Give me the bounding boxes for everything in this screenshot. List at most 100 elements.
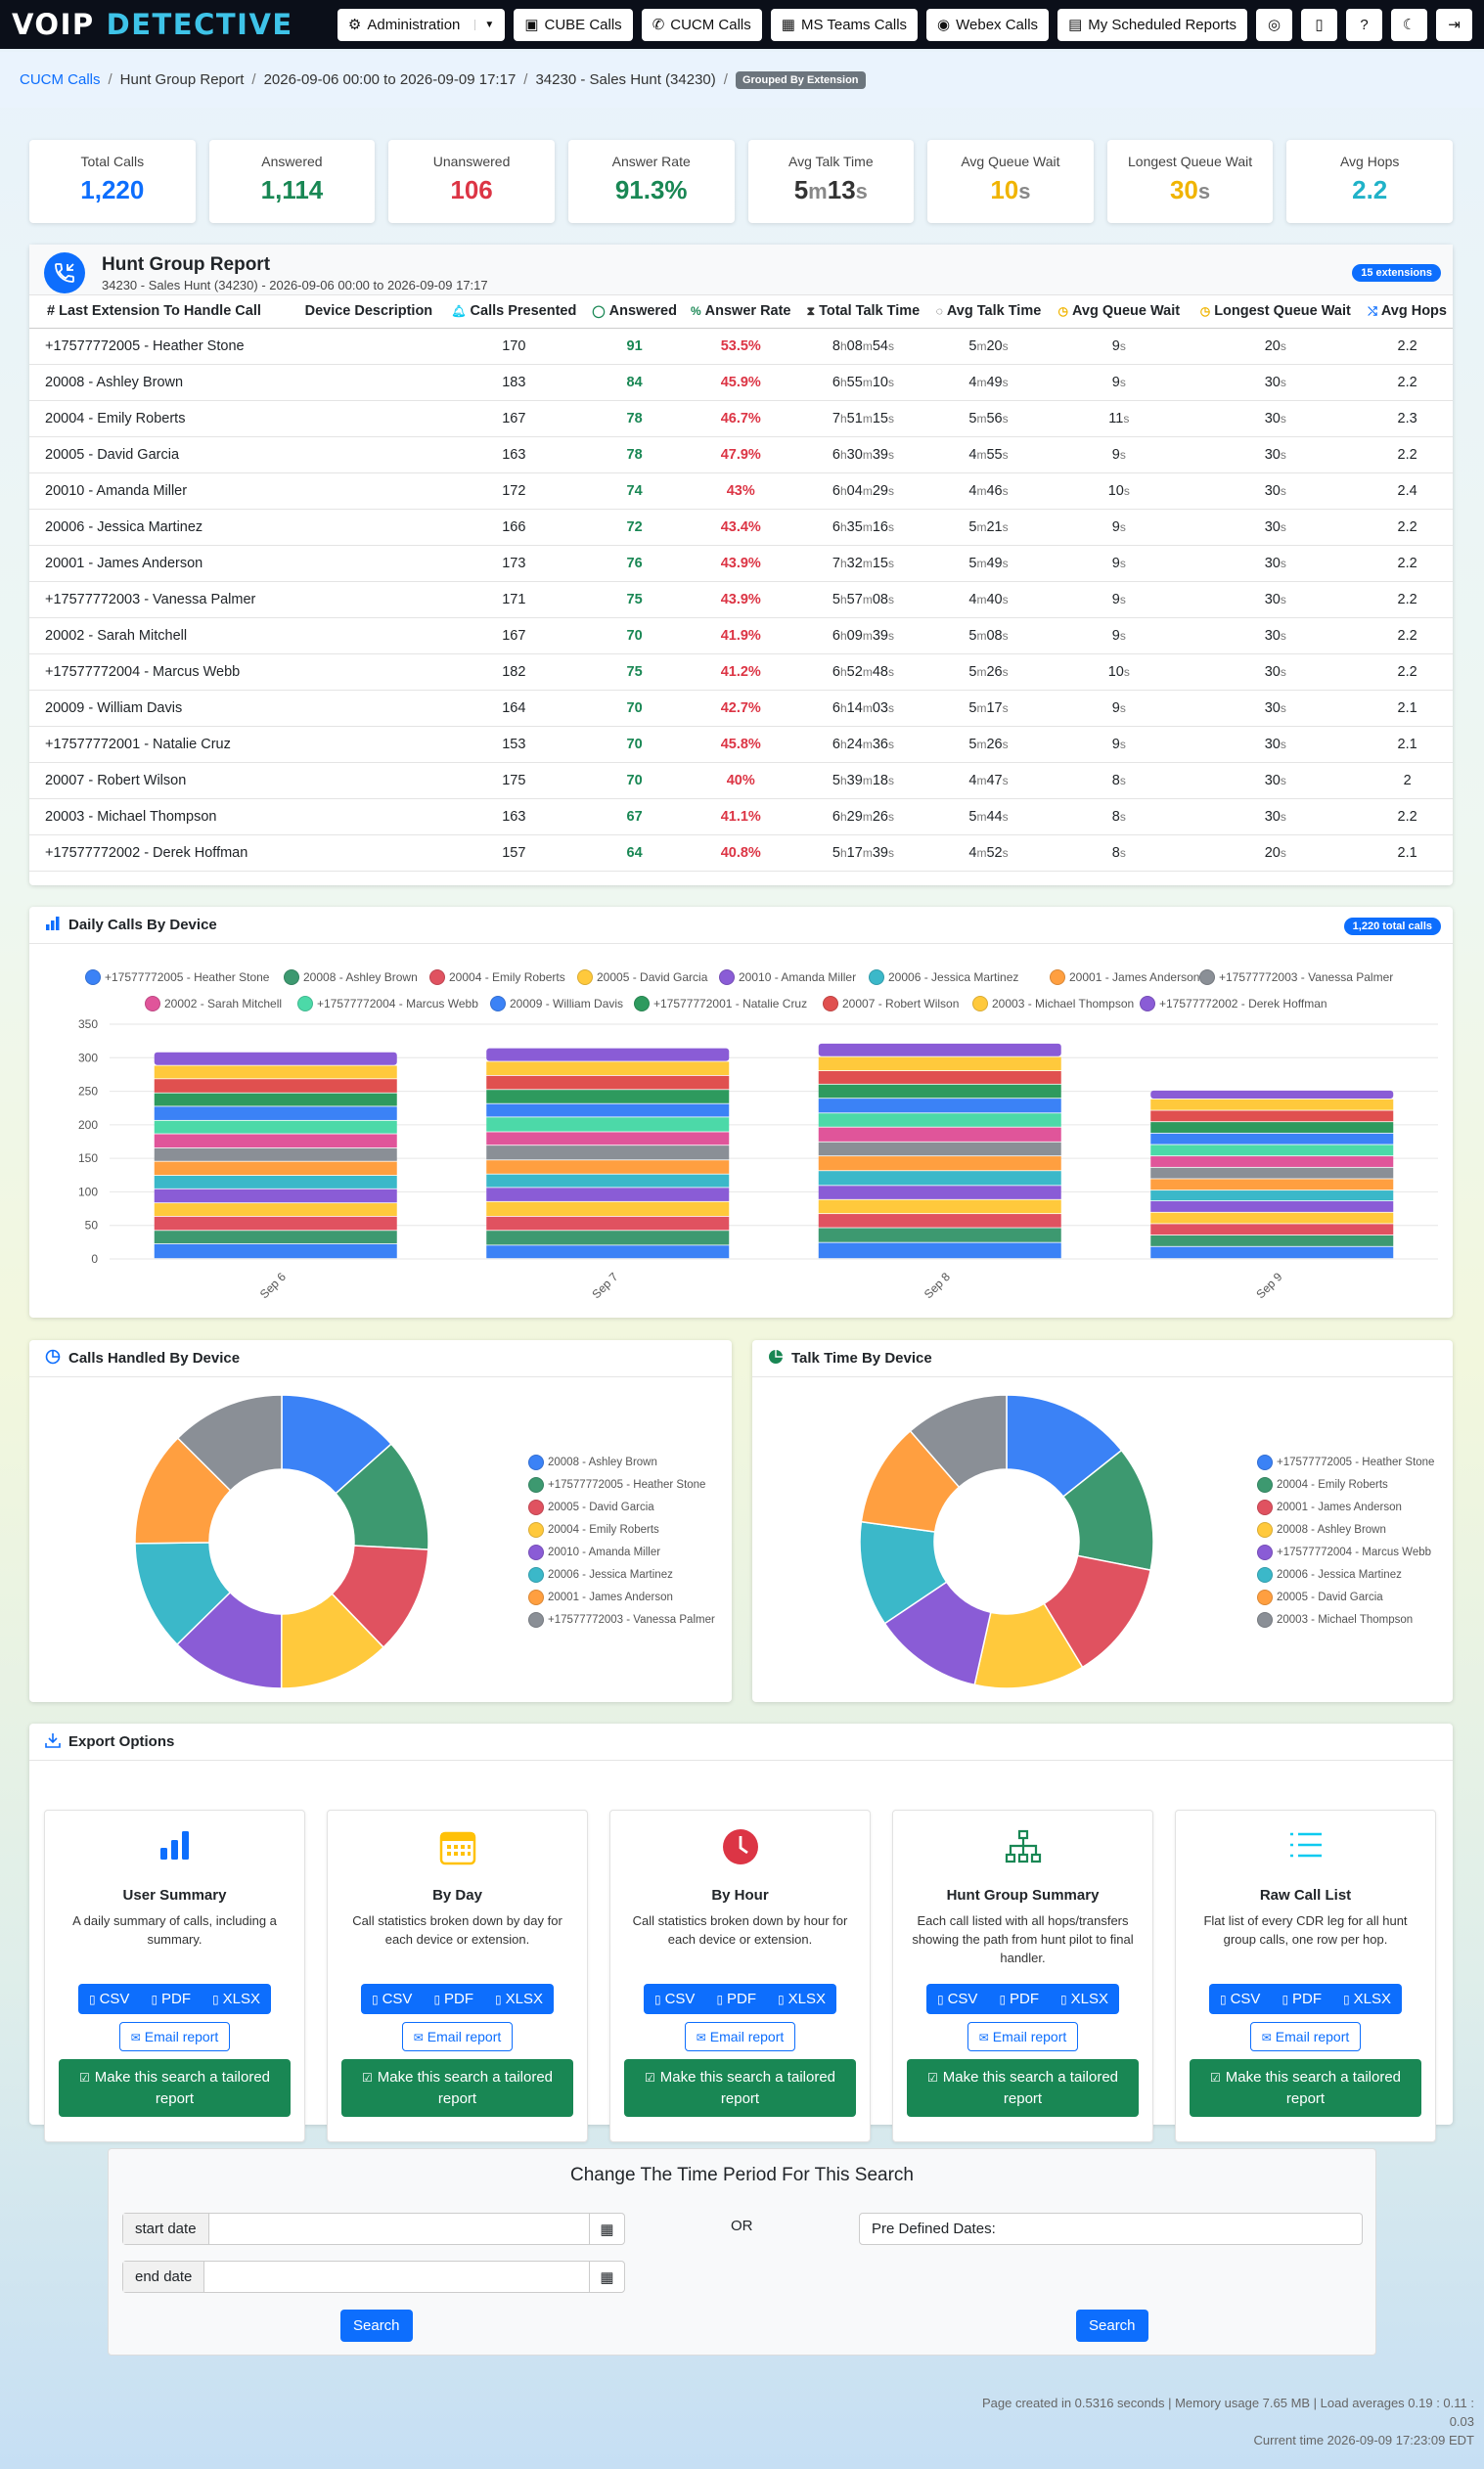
predefined-dates-select[interactable]: Pre Defined Dates: — [859, 2213, 1363, 2245]
legend-item[interactable]: 20004 - Emily Roberts — [528, 1522, 659, 1538]
bar-segment[interactable] — [1150, 1179, 1394, 1190]
calendar-icon[interactable]: ▦ — [589, 2214, 624, 2244]
bar-segment[interactable] — [1150, 1224, 1394, 1235]
bar-segment[interactable] — [154, 1120, 397, 1134]
bar-segment[interactable] — [818, 1199, 1061, 1214]
bar-segment[interactable] — [1150, 1090, 1394, 1099]
bar-segment[interactable] — [818, 1142, 1061, 1156]
bar-segment[interactable] — [486, 1132, 730, 1145]
table-row[interactable]: 20002 - Sarah Mitchell 167 70 41.9% 6h09m39s… — [29, 617, 1453, 654]
legend-item[interactable]: 20006 - Jessica Martinez — [528, 1567, 673, 1583]
table-row[interactable]: 20008 - Ashley Brown 183 84 45.9% 6h55m10s 4m… — [29, 364, 1453, 401]
table-row[interactable]: 20007 - Robert Wilson 175 70 40% 5h39m18s 4m4… — [29, 762, 1453, 799]
legend-item[interactable]: 20010 - Amanda Miller — [719, 969, 856, 985]
bar-segment[interactable] — [818, 1113, 1061, 1127]
bar-segment[interactable] — [818, 1171, 1061, 1186]
start-date-field[interactable]: start date ▦ — [122, 2213, 625, 2245]
bar-segment[interactable] — [154, 1147, 397, 1161]
bar-segment[interactable] — [1150, 1190, 1394, 1201]
xlsx-button[interactable]: ▯ XLSX — [767, 1984, 837, 2014]
bar-segment[interactable] — [154, 1189, 397, 1203]
bar-segment[interactable] — [486, 1061, 730, 1075]
legend-item[interactable]: 20001 - James Anderson — [1257, 1500, 1402, 1515]
end-date-field[interactable]: end date ▦ — [122, 2261, 625, 2293]
legend-item[interactable]: 20005 - David Garcia — [528, 1500, 654, 1515]
bar-segment[interactable] — [486, 1216, 730, 1231]
table-row[interactable]: 20006 - Jessica Martinez 166 72 43.4% 6h35m1… — [29, 509, 1453, 546]
bar-segment[interactable] — [818, 1228, 1061, 1242]
column-header[interactable]: ⤭ Avg Hops — [1362, 295, 1453, 329]
legend-item[interactable]: 20008 - Ashley Brown — [1257, 1522, 1386, 1538]
csv-button[interactable]: ▯ CSV — [77, 1984, 141, 2014]
email-report-button[interactable]: ✉ Email report — [684, 2022, 796, 2051]
bar-segment[interactable] — [818, 1242, 1061, 1259]
bar-segment[interactable] — [486, 1245, 730, 1259]
table-row[interactable]: 20004 - Emily Roberts 167 78 46.7% 7h51m15s 5… — [29, 400, 1453, 437]
legend-item[interactable]: 20009 - William Davis — [490, 996, 623, 1011]
csv-button[interactable]: ▯ CSV — [360, 1984, 424, 2014]
legend-item[interactable]: 20004 - Emily Roberts — [1257, 1477, 1388, 1493]
bar-segment[interactable] — [154, 1134, 397, 1148]
xlsx-button[interactable]: ▯ XLSX — [484, 1984, 555, 2014]
legend-item[interactable]: 20008 - Ashley Brown — [528, 1455, 657, 1470]
administration-button[interactable]: ⚙ Administration ▼ — [337, 8, 506, 41]
bar-segment[interactable] — [486, 1188, 730, 1201]
bar-segment[interactable] — [154, 1093, 397, 1106]
table-row[interactable]: +17577772004 - Marcus Webb 182 75 41.2% 6h52… — [29, 653, 1453, 691]
bar-segment[interactable] — [154, 1079, 397, 1093]
legend-item[interactable]: +17577772004 - Marcus Webb — [1257, 1545, 1431, 1560]
bar-segment[interactable] — [486, 1201, 730, 1216]
table-row[interactable]: +17577772003 - Vanessa Palmer 171 75 43.9% 5… — [29, 581, 1453, 618]
legend-item[interactable]: 20003 - Michael Thompson — [972, 996, 1134, 1011]
bar-segment[interactable] — [1150, 1156, 1394, 1167]
xlsx-button[interactable]: ▯ XLSX — [1332, 1984, 1403, 2014]
cucm-calls-button[interactable]: ✆ CUCM Calls — [641, 8, 762, 41]
bar-segment[interactable] — [818, 1214, 1061, 1228]
email-report-button[interactable]: ✉ Email report — [118, 2022, 231, 2051]
bar-segment[interactable] — [818, 1127, 1061, 1142]
bar-segment[interactable] — [486, 1145, 730, 1160]
legend-item[interactable]: 20010 - Amanda Miller — [528, 1545, 660, 1560]
calendar-icon[interactable]: ▦ — [589, 2262, 624, 2292]
column-header[interactable]: ◷ Longest Queue Wait — [1189, 295, 1363, 329]
bar-segment[interactable] — [818, 1056, 1061, 1071]
legend-item[interactable]: 20001 - James Anderson — [528, 1590, 673, 1605]
logo[interactable]: VOIP DETECTIVE — [12, 8, 293, 41]
pdf-button[interactable]: ▯ PDF — [988, 1984, 1051, 2014]
bar-segment[interactable] — [486, 1231, 730, 1245]
table-row[interactable]: +17577772002 - Derek Hoffman 157 64 40.8% 5h… — [29, 834, 1453, 872]
bar-segment[interactable] — [154, 1216, 397, 1231]
table-row[interactable]: 20005 - David Garcia 163 78 47.9% 6h30m39s 4m… — [29, 436, 1453, 473]
bar-segment[interactable] — [1150, 1145, 1394, 1156]
bar-segment[interactable] — [818, 1186, 1061, 1199]
xlsx-button[interactable]: ▯ XLSX — [202, 1984, 272, 2014]
pdf-button[interactable]: ▯ PDF — [423, 1984, 485, 2014]
help-button[interactable]: ? — [1346, 8, 1382, 41]
bar-segment[interactable] — [486, 1075, 730, 1090]
logout-button[interactable]: ⇥ — [1436, 8, 1472, 41]
legend-item[interactable]: 20001 - James Anderson — [1050, 969, 1199, 985]
bar-segment[interactable] — [818, 1099, 1061, 1113]
legend-item[interactable]: 20007 - Robert Wilson — [823, 996, 959, 1011]
legend-item[interactable]: +17577772004 - Marcus Webb — [297, 996, 478, 1011]
column-header[interactable]: # Last Extension To Handle Call — [29, 295, 295, 329]
tailored-report-button[interactable]: ☑ Make this search a tailored report — [624, 2059, 856, 2117]
table-row[interactable]: 20001 - James Anderson 173 76 43.9% 7h32m15s… — [29, 545, 1453, 582]
legend-item[interactable]: +17577772005 - Heather Stone — [85, 969, 269, 985]
bar-segment[interactable] — [154, 1161, 397, 1176]
column-header[interactable]: ◯ Answered — [585, 295, 684, 329]
email-report-button[interactable]: ✉ Email report — [1249, 2022, 1362, 2051]
tailored-report-button[interactable]: ☑ Make this search a tailored report — [59, 2059, 291, 2117]
bar-segment[interactable] — [1150, 1133, 1394, 1145]
email-report-button[interactable]: ✉ Email report — [401, 2022, 514, 2051]
user-button[interactable]: ◎ — [1256, 8, 1292, 41]
column-header[interactable]: ⧗ Total Talk Time — [798, 295, 928, 329]
docs-button[interactable]: ▯ — [1301, 8, 1337, 41]
bar-segment[interactable] — [486, 1160, 730, 1174]
legend-item[interactable]: +17577772005 - Heather Stone — [528, 1477, 705, 1493]
csv-button[interactable]: ▯ CSV — [925, 1984, 989, 2014]
pdf-button[interactable]: ▯ PDF — [705, 1984, 768, 2014]
legend-item[interactable]: 20005 - David Garcia — [577, 969, 707, 985]
bar-segment[interactable] — [154, 1175, 397, 1189]
bar-segment[interactable] — [154, 1052, 397, 1065]
